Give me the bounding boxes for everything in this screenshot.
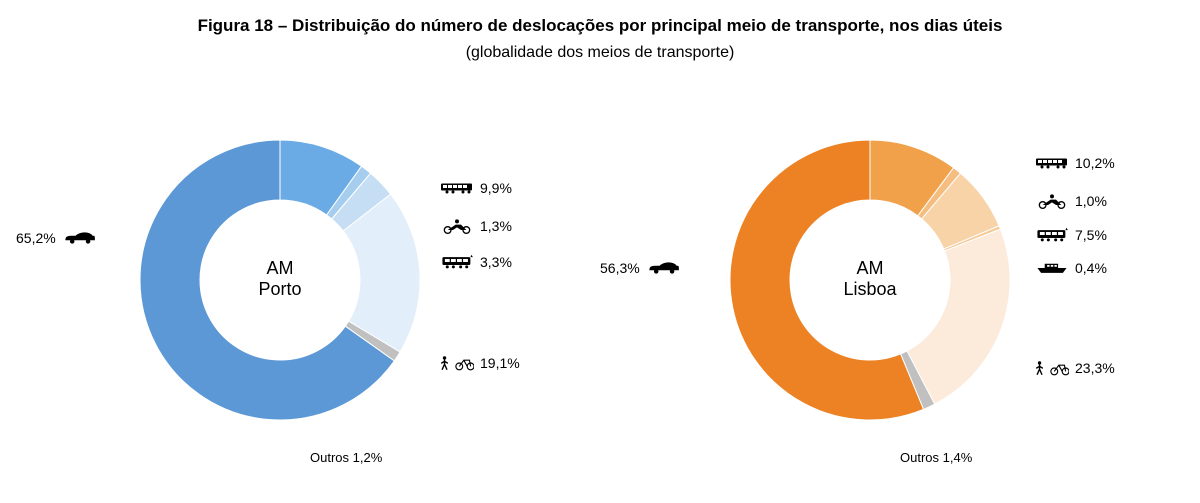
slice-label-porto-train: 3,3%: [440, 254, 512, 270]
slice-label-lisboa-car: 56,3%: [600, 260, 680, 276]
value-text: 10,2%: [1075, 155, 1115, 171]
car-icon: [646, 260, 680, 276]
slice-label-porto-bus: 9,9%: [440, 180, 512, 196]
value-text: 56,3%: [600, 260, 640, 276]
bus-icon: [440, 180, 474, 196]
value-text: 1,0%: [1075, 193, 1107, 209]
slice-label-porto-walk: 19,1%: [440, 355, 520, 371]
value-text: Outros 1,2%: [310, 450, 382, 465]
moto-icon: [1035, 193, 1069, 209]
slice-label-lisboa-walk: 23,3%: [1035, 360, 1115, 376]
slice-label-lisboa-train: 7,5%: [1035, 227, 1107, 243]
slice-lisboa-walk: [907, 229, 1010, 404]
boat-icon: [1035, 260, 1069, 276]
car-icon: [62, 230, 96, 246]
value-text: 23,3%: [1075, 360, 1115, 376]
slice-label-lisboa-boat: 0,4%: [1035, 260, 1107, 276]
walk_bike-icon: [440, 355, 474, 371]
moto-icon: [440, 218, 474, 234]
center-label-porto: AMPorto: [210, 258, 350, 300]
value-text: Outros 1,4%: [900, 450, 972, 465]
value-text: 7,5%: [1075, 227, 1107, 243]
value-text: 19,1%: [480, 355, 520, 371]
slice-label-porto-moto: 1,3%: [440, 218, 512, 234]
slice-label-lisboa-other: Outros 1,4%: [900, 450, 972, 465]
value-text: 1,3%: [480, 218, 512, 234]
walk_bike-icon: [1035, 360, 1069, 376]
value-text: 65,2%: [16, 230, 56, 246]
train-icon: [1035, 227, 1069, 243]
value-text: 9,9%: [480, 180, 512, 196]
slice-label-lisboa-moto: 1,0%: [1035, 193, 1107, 209]
bus-icon: [1035, 155, 1069, 171]
center-label-lisboa: AMLisboa: [800, 258, 940, 300]
slice-label-porto-car: 65,2%: [16, 230, 96, 246]
donut-charts-svg: [0, 0, 1200, 503]
value-text: 3,3%: [480, 254, 512, 270]
train-icon: [440, 254, 474, 270]
value-text: 0,4%: [1075, 260, 1107, 276]
slice-label-lisboa-bus: 10,2%: [1035, 155, 1115, 171]
slice-label-porto-other: Outros 1,2%: [310, 450, 382, 465]
